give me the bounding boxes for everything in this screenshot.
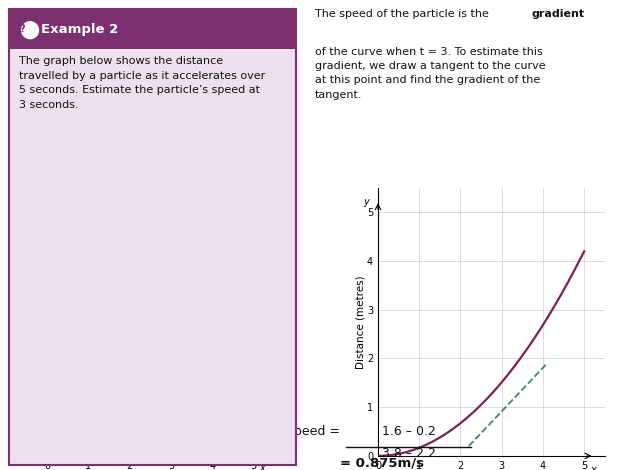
Text: y: y (364, 196, 369, 207)
Text: Speed =: Speed = (286, 425, 340, 438)
Text: gradient: gradient (532, 9, 585, 19)
Text: = 0.875m/s: = 0.875m/s (340, 456, 424, 470)
Text: 1.6 – 0.2: 1.6 – 0.2 (382, 425, 435, 439)
Text: The speed of the particle is the: The speed of the particle is the (315, 9, 493, 19)
Text: ?: ? (19, 24, 25, 34)
Text: 3.8 – 2.2: 3.8 – 2.2 (382, 447, 435, 461)
Text: ⬤: ⬤ (19, 20, 39, 39)
Text: x: x (590, 465, 596, 470)
Text: of the curve when t = 3. To estimate this
gradient, we draw a tangent to the cur: of the curve when t = 3. To estimate thi… (315, 47, 546, 100)
Y-axis label: Distance (metres): Distance (metres) (25, 291, 35, 385)
Y-axis label: Distance (metres): Distance (metres) (355, 275, 365, 369)
Text: x: x (260, 463, 265, 470)
Text: The graph below shows the distance
travelled by a particle as it accelerates ove: The graph below shows the distance trave… (19, 56, 265, 110)
Text: y: y (33, 228, 38, 238)
Text: Example 2: Example 2 (41, 23, 118, 36)
